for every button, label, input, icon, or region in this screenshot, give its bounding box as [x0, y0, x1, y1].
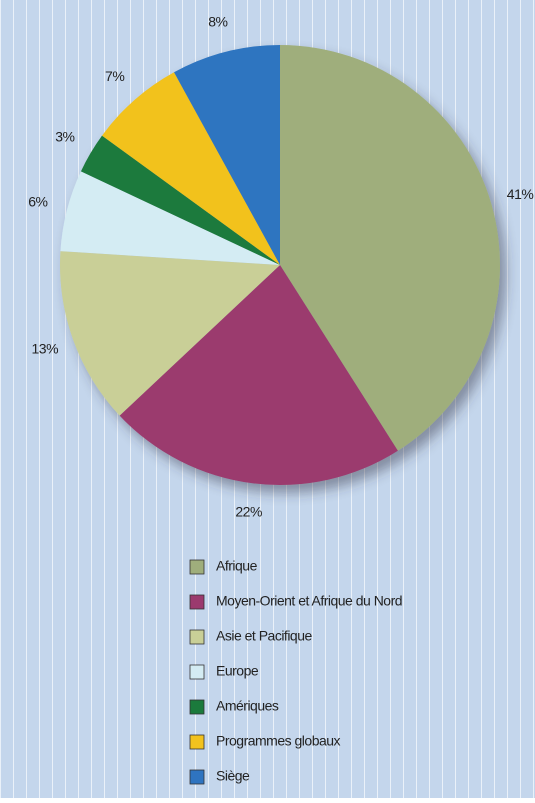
legend-label: Programmes globaux: [216, 733, 341, 749]
legend-label: Amériques: [216, 698, 279, 714]
data-label: 3%: [55, 128, 74, 144]
legend-swatch: [189, 594, 205, 610]
pie-slice: [280, 45, 500, 451]
data-label: 22%: [235, 504, 262, 520]
pie-slice: [119, 265, 398, 485]
pie-slice: [102, 72, 280, 266]
legend-label: Europe: [216, 663, 259, 679]
pie: [60, 45, 500, 485]
legend-swatch: [189, 629, 205, 645]
legend-swatch: [189, 734, 205, 750]
data-label: 7%: [105, 68, 124, 84]
legend-label: Asie et Pacifique: [216, 628, 312, 644]
pie-slice: [174, 45, 280, 265]
legend-swatch: [189, 664, 205, 680]
data-label: 13%: [32, 340, 59, 356]
data-label: 8%: [208, 14, 227, 30]
legend-label: Siège: [216, 768, 250, 784]
pie-slice: [60, 251, 280, 416]
legend-swatch: [189, 559, 205, 575]
pie-slice: [60, 171, 281, 265]
legend-swatch: [189, 699, 205, 715]
legend-swatch: [189, 769, 205, 785]
pie-slice: [80, 135, 280, 265]
legend-label: Moyen-Orient et Afrique du Nord: [216, 593, 402, 609]
data-label: 6%: [28, 194, 47, 210]
data-label: 41%: [507, 186, 534, 202]
legend-label: Afrique: [216, 558, 258, 574]
